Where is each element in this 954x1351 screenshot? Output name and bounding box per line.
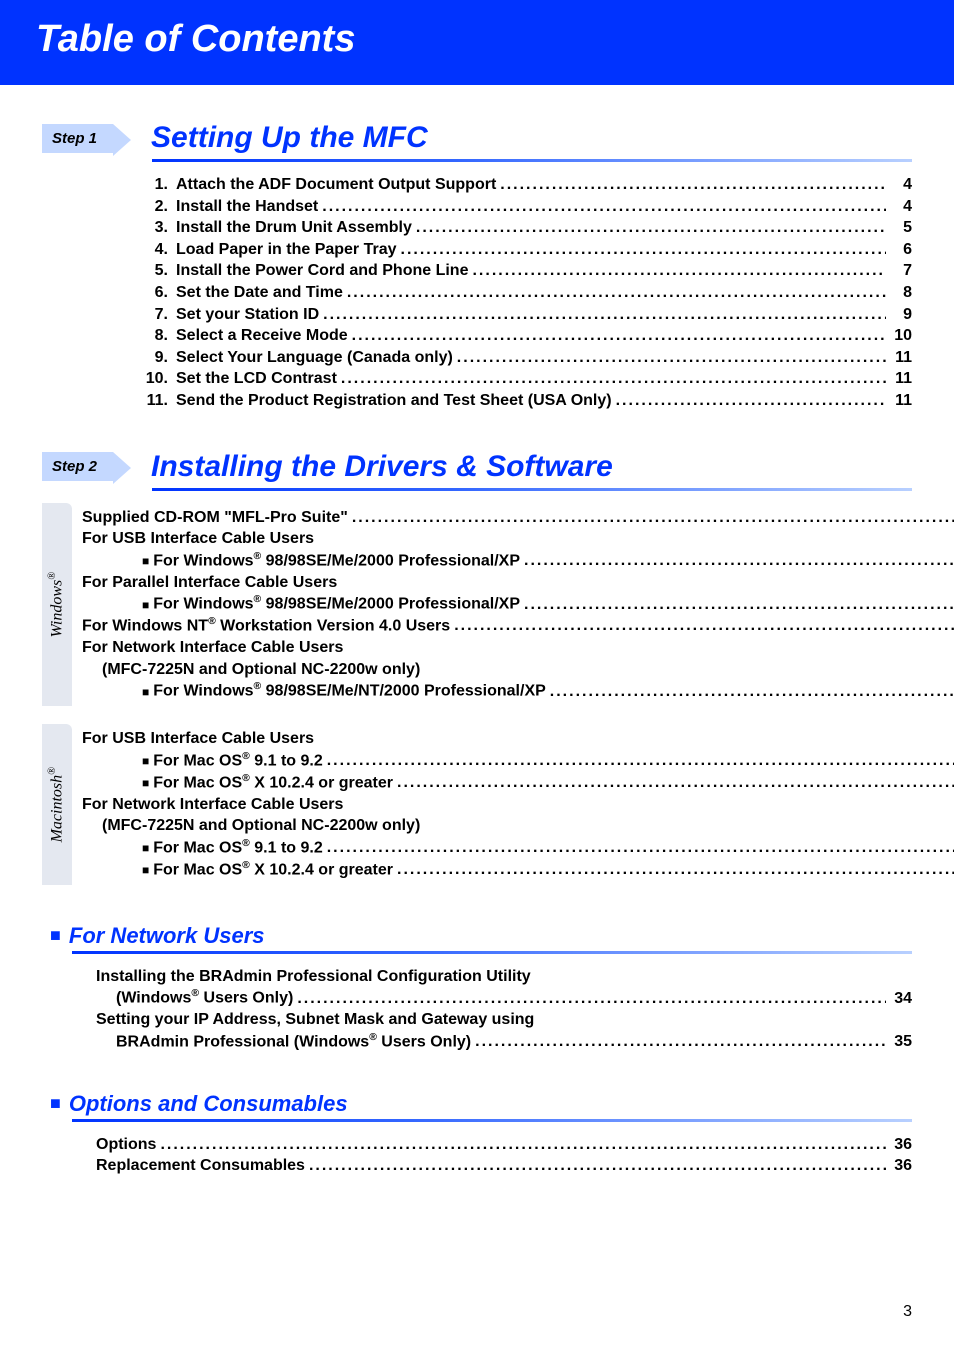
toc-line[interactable]: Setting your IP Address, Subnet Mask and… <box>96 1009 912 1031</box>
toc-item[interactable]: ■For Windows® 98/98SE/Me/2000 Profession… <box>142 550 954 572</box>
divider <box>152 488 912 491</box>
square-bullet-icon: ■ <box>142 840 149 856</box>
toc-item[interactable]: Supplied CD-ROM "MFL-Pro Suite"12 <box>82 507 954 529</box>
toc-item[interactable]: 5.Install the Power Cord and Phone Line7 <box>140 260 912 282</box>
divider <box>72 951 912 954</box>
heading-usb[interactable]: For USB Interface Cable Users <box>82 528 954 550</box>
step2-block: Step 2 Installing the Drivers & Software… <box>42 450 912 885</box>
windows-body: Supplied CD-ROM "MFL-Pro Suite"12 For US… <box>80 503 954 707</box>
title-banner: Table of Contents <box>0 0 954 85</box>
toc-item[interactable]: 8.Select a Receive Mode10 <box>140 325 912 347</box>
step1-heading[interactable]: Setting Up the MFC <box>151 121 428 155</box>
toc-item[interactable]: ■For Mac OS® 9.1 to 9.224 <box>142 750 954 772</box>
toc-item[interactable]: 3.Install the Drum Unit Assembly5 <box>140 217 912 239</box>
square-bullet-icon: ■ <box>142 553 149 569</box>
options-list: Options36 Replacement Consumables36 <box>96 1134 912 1177</box>
toc-item[interactable]: 6.Set the Date and Time8 <box>140 282 912 304</box>
square-bullet-icon: ■ <box>142 775 149 791</box>
options-header: ■ Options and Consumables <box>50 1091 912 1117</box>
toc-item[interactable]: ■For Mac OS® X 10.2.4 or greater26 <box>142 772 954 794</box>
windows-section: Windows® Supplied CD-ROM "MFL-Pro Suite"… <box>42 503 912 707</box>
options-heading[interactable]: Options and Consumables <box>69 1091 348 1117</box>
toc-item[interactable]: ■For Windows® 98/98SE/Me/2000 Profession… <box>142 593 954 615</box>
step2-header-row: Step 2 Installing the Drivers & Software <box>42 450 912 484</box>
square-bullet-icon: ■ <box>142 753 149 769</box>
toc-item[interactable]: 4.Load Paper in the Paper Tray6 <box>140 239 912 261</box>
macintosh-tab-label: Macintosh® <box>47 767 66 842</box>
square-bullet-icon: ■ <box>142 684 149 700</box>
heading-network[interactable]: For Network Interface Cable Users <box>82 794 954 816</box>
page-title: Table of Contents <box>36 18 954 61</box>
square-bullet-icon: ■ <box>142 862 149 878</box>
toc-item[interactable]: 10.Set the LCD Contrast11 <box>140 368 912 390</box>
heading-usb[interactable]: For USB Interface Cable Users <box>82 728 954 750</box>
divider <box>72 1119 912 1122</box>
toc-item[interactable]: Options36 <box>96 1134 912 1156</box>
step2-heading[interactable]: Installing the Drivers & Software <box>151 450 613 484</box>
macintosh-section: Macintosh® For USB Interface Cable Users… <box>42 724 912 884</box>
toc-item[interactable]: ■For Mac OS® 9.1 to 9.229 <box>142 837 954 859</box>
toc-item[interactable]: ■For Mac OS® X 10.2.4 or greater31 <box>142 859 954 881</box>
toc-item[interactable]: 2.Install the Handset4 <box>140 196 912 218</box>
heading-network[interactable]: For Network Interface Cable Users <box>82 637 954 659</box>
toc-item[interactable]: 11.Send the Product Registration and Tes… <box>140 390 912 412</box>
step1-header-row: Step 1 Setting Up the MFC <box>42 121 912 155</box>
network-heading[interactable]: For Network Users <box>69 923 265 949</box>
network-header: ■ For Network Users <box>50 923 912 949</box>
step1-list: 1.Attach the ADF Document Output Support… <box>140 174 912 412</box>
heading-network-sub: (MFC-7225N and Optional NC-2200w only) <box>102 659 954 681</box>
square-bullet-icon: ■ <box>50 1093 61 1114</box>
network-list: Installing the BRAdmin Professional Conf… <box>96 966 912 1053</box>
divider <box>152 159 912 162</box>
windows-tab-label: Windows® <box>47 572 66 638</box>
toc-item[interactable]: ■For Windows® 98/98SE/Me/NT/2000 Profess… <box>142 680 954 702</box>
toc-item[interactable]: For Windows NT® Workstation Version 4.0 … <box>82 615 954 637</box>
toc-item[interactable]: 1.Attach the ADF Document Output Support… <box>140 174 912 196</box>
macintosh-tab: Macintosh® <box>42 724 72 884</box>
heading-network-sub: (MFC-7225N and Optional NC-2200w only) <box>102 815 954 837</box>
toc-line[interactable]: Installing the BRAdmin Professional Conf… <box>96 966 912 988</box>
toc-item[interactable]: Replacement Consumables36 <box>96 1155 912 1177</box>
step1-tab: Step 1 <box>42 124 113 153</box>
heading-parallel[interactable]: For Parallel Interface Cable Users <box>82 572 954 594</box>
macintosh-body: For USB Interface Cable Users ■For Mac O… <box>80 724 954 884</box>
content-area: Step 1 Setting Up the MFC 1.Attach the A… <box>0 121 954 1177</box>
square-bullet-icon: ■ <box>50 925 61 946</box>
toc-item[interactable]: 7.Set your Station ID9 <box>140 304 912 326</box>
windows-tab: Windows® <box>42 503 72 707</box>
square-bullet-icon: ■ <box>142 597 149 613</box>
toc-item[interactable]: BRAdmin Professional (Windows® Users Onl… <box>116 1031 912 1053</box>
toc-item[interactable]: (Windows® Users Only)34 <box>116 987 912 1009</box>
toc-item[interactable]: 9.Select Your Language (Canada only)11 <box>140 347 912 369</box>
page-number: 3 <box>903 1303 912 1321</box>
step2-tab: Step 2 <box>42 452 113 481</box>
